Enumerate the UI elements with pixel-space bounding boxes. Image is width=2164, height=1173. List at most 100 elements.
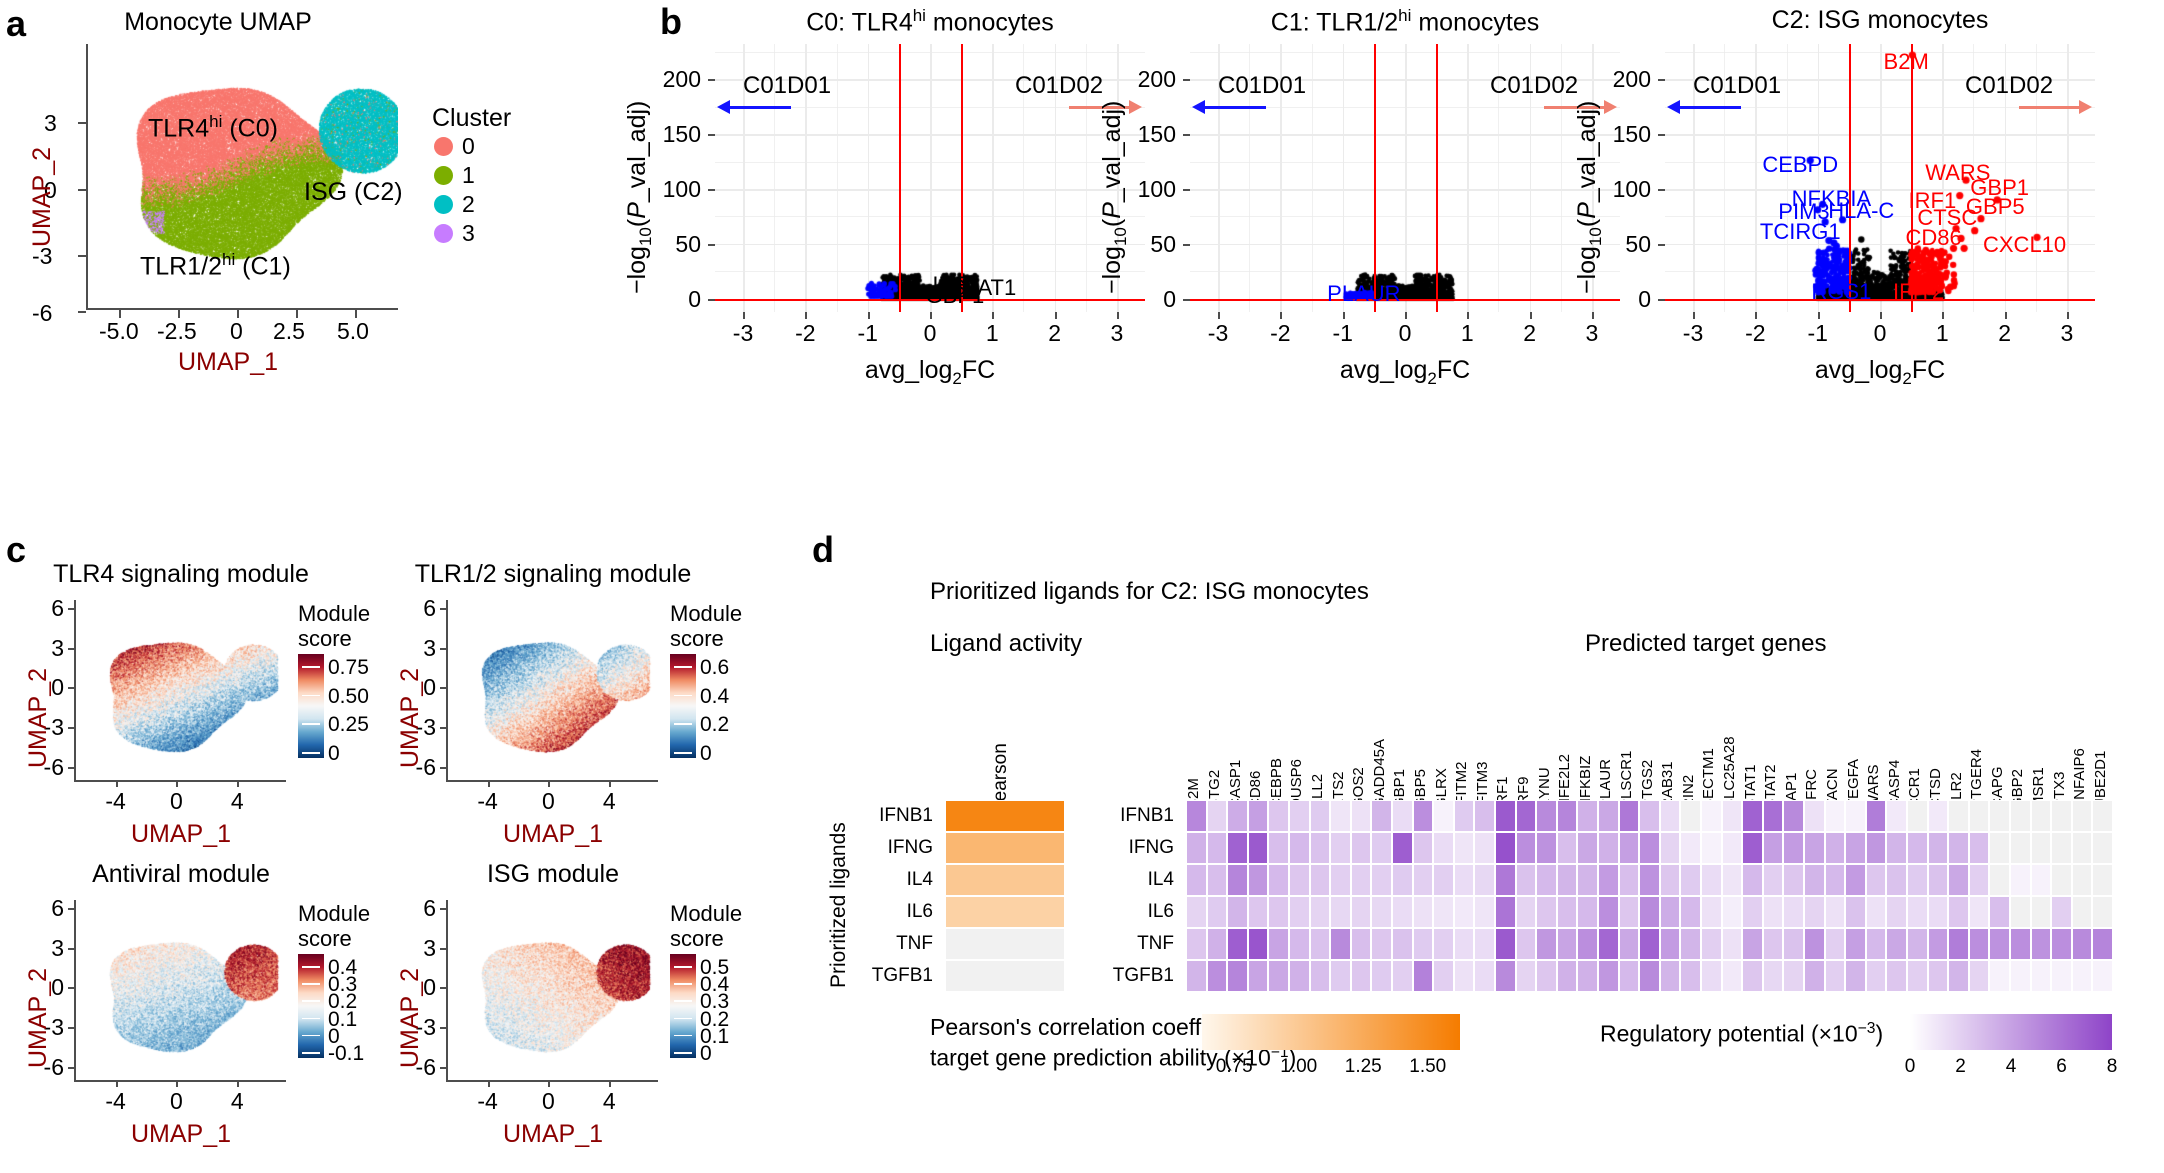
regulatory-potential-cell[interactable] xyxy=(1598,896,1619,928)
regulatory-potential-cell[interactable] xyxy=(2092,960,2113,992)
cluster-legend-label-0[interactable]: 0 xyxy=(462,133,475,159)
regulatory-potential-cell[interactable] xyxy=(1618,960,1640,992)
regulatory-potential-cell[interactable] xyxy=(1948,928,1969,960)
regulatory-potential-cell[interactable] xyxy=(1598,928,1619,960)
regulatory-potential-cell[interactable] xyxy=(1845,800,1866,832)
cluster-legend-dot-2[interactable] xyxy=(434,195,453,214)
regulatory-potential-cell[interactable] xyxy=(1968,896,1990,928)
regulatory-potential-cell[interactable] xyxy=(1783,800,1804,832)
regulatory-potential-cell[interactable] xyxy=(1762,928,1784,960)
regulatory-potential-cell[interactable] xyxy=(1515,864,1537,896)
regulatory-potential-cell[interactable] xyxy=(1824,832,1846,864)
regulatory-potential-cell[interactable] xyxy=(1206,928,1228,960)
regulatory-potential-cell[interactable] xyxy=(2010,864,2031,896)
regulatory-potential-cell[interactable] xyxy=(1783,928,1804,960)
regulatory-potential-cell[interactable] xyxy=(1536,800,1557,832)
regulatory-potential-cell[interactable] xyxy=(1762,960,1784,992)
regulatory-potential-cell[interactable] xyxy=(1350,928,1372,960)
regulatory-potential-cell[interactable] xyxy=(1948,800,1969,832)
regulatory-potential-cell[interactable] xyxy=(1680,960,1701,992)
regulatory-potential-cell[interactable] xyxy=(1289,928,1310,960)
regulatory-potential-cell[interactable] xyxy=(2071,832,2093,864)
regulatory-potential-cell[interactable] xyxy=(1989,896,2010,928)
regulatory-potential-cell[interactable] xyxy=(2092,864,2113,896)
regulatory-potential-cell[interactable] xyxy=(1536,832,1557,864)
regulatory-potential-cell[interactable] xyxy=(1474,832,1495,864)
regulatory-potential-cell[interactable] xyxy=(1701,864,1722,896)
regulatory-potential-cell[interactable] xyxy=(1659,896,1681,928)
regulatory-potential-cell[interactable] xyxy=(1474,896,1495,928)
regulatory-potential-cell[interactable] xyxy=(1598,960,1619,992)
regulatory-potential-cell[interactable] xyxy=(2010,928,2031,960)
volcano-points[interactable] xyxy=(1190,44,1620,312)
regulatory-potential-cell[interactable] xyxy=(1659,832,1681,864)
regulatory-potential-cell[interactable] xyxy=(1989,960,2010,992)
regulatory-potential-cell[interactable] xyxy=(2030,896,2052,928)
regulatory-potential-cell[interactable] xyxy=(1907,832,1928,864)
regulatory-potential-cell[interactable] xyxy=(1886,832,1907,864)
regulatory-potential-cell[interactable] xyxy=(1927,800,1949,832)
regulatory-potential-cell[interactable] xyxy=(2051,928,2072,960)
pearson-cell[interactable] xyxy=(945,832,1065,864)
regulatory-potential-cell[interactable] xyxy=(1268,960,1289,992)
regulatory-potential-cell[interactable] xyxy=(1639,864,1660,896)
regulatory-potential-cell[interactable] xyxy=(2010,832,2031,864)
regulatory-potential-cell[interactable] xyxy=(1433,800,1454,832)
regulatory-potential-cell[interactable] xyxy=(1804,864,1825,896)
regulatory-potential-cell[interactable] xyxy=(1412,928,1434,960)
regulatory-potential-cell[interactable] xyxy=(1865,960,1887,992)
regulatory-potential-cell[interactable] xyxy=(1721,800,1743,832)
regulatory-potential-cell[interactable] xyxy=(1927,864,1949,896)
module-umap-1[interactable] xyxy=(448,600,658,780)
cluster-legend-label-3[interactable]: 3 xyxy=(462,220,475,246)
regulatory-potential-cell[interactable] xyxy=(1639,928,1660,960)
regulatory-potential-cell[interactable] xyxy=(1701,960,1722,992)
regulatory-potential-cell[interactable] xyxy=(1886,928,1907,960)
regulatory-potential-cell[interactable] xyxy=(1536,960,1557,992)
regulatory-potential-cell[interactable] xyxy=(1783,896,1804,928)
module-umap-3[interactable] xyxy=(448,900,658,1080)
regulatory-potential-cell[interactable] xyxy=(1495,832,1516,864)
regulatory-potential-cell[interactable] xyxy=(1289,832,1310,864)
regulatory-potential-cell[interactable] xyxy=(1350,832,1372,864)
regulatory-potential-cell[interactable] xyxy=(1309,896,1331,928)
regulatory-potential-cell[interactable] xyxy=(1227,960,1248,992)
regulatory-potential-cell[interactable] xyxy=(1330,896,1351,928)
regulatory-potential-cell[interactable] xyxy=(1227,864,1248,896)
volcano-points[interactable] xyxy=(1665,44,2095,312)
regulatory-potential-cell[interactable] xyxy=(1309,960,1331,992)
regulatory-potential-cell[interactable] xyxy=(1783,864,1804,896)
regulatory-potential-cell[interactable] xyxy=(1330,928,1351,960)
regulatory-potential-cell[interactable] xyxy=(1247,832,1269,864)
regulatory-potential-cell[interactable] xyxy=(1989,800,2010,832)
regulatory-potential-cell[interactable] xyxy=(1495,800,1516,832)
regulatory-potential-cell[interactable] xyxy=(2051,864,2072,896)
regulatory-potential-cell[interactable] xyxy=(2092,928,2113,960)
regulatory-potential-cell[interactable] xyxy=(1227,896,1248,928)
regulatory-potential-cell[interactable] xyxy=(1783,960,1804,992)
regulatory-potential-cell[interactable] xyxy=(1948,864,1969,896)
regulatory-potential-cell[interactable] xyxy=(1350,960,1372,992)
regulatory-potential-cell[interactable] xyxy=(1330,864,1351,896)
regulatory-potential-cell[interactable] xyxy=(1186,960,1207,992)
regulatory-potential-cell[interactable] xyxy=(1968,960,1990,992)
regulatory-potential-cell[interactable] xyxy=(1309,928,1331,960)
regulatory-potential-cell[interactable] xyxy=(1536,864,1557,896)
regulatory-potential-cell[interactable] xyxy=(1721,832,1743,864)
regulatory-potential-cell[interactable] xyxy=(1186,832,1207,864)
regulatory-potential-cell[interactable] xyxy=(1701,832,1722,864)
regulatory-potential-cell[interactable] xyxy=(1556,928,1578,960)
regulatory-potential-cell[interactable] xyxy=(1309,832,1331,864)
regulatory-potential-cell[interactable] xyxy=(1907,928,1928,960)
regulatory-potential-cell[interactable] xyxy=(1289,864,1310,896)
regulatory-potential-cell[interactable] xyxy=(1804,960,1825,992)
regulatory-potential-cell[interactable] xyxy=(1907,800,1928,832)
regulatory-potential-cell[interactable] xyxy=(1927,928,1949,960)
regulatory-potential-cell[interactable] xyxy=(1247,928,1269,960)
regulatory-potential-cell[interactable] xyxy=(1824,960,1846,992)
regulatory-potential-cell[interactable] xyxy=(1186,896,1207,928)
regulatory-potential-cell[interactable] xyxy=(1474,928,1495,960)
cluster-legend-dot-0[interactable] xyxy=(434,137,453,156)
regulatory-potential-cell[interactable] xyxy=(1515,928,1537,960)
regulatory-potential-cell[interactable] xyxy=(1598,832,1619,864)
